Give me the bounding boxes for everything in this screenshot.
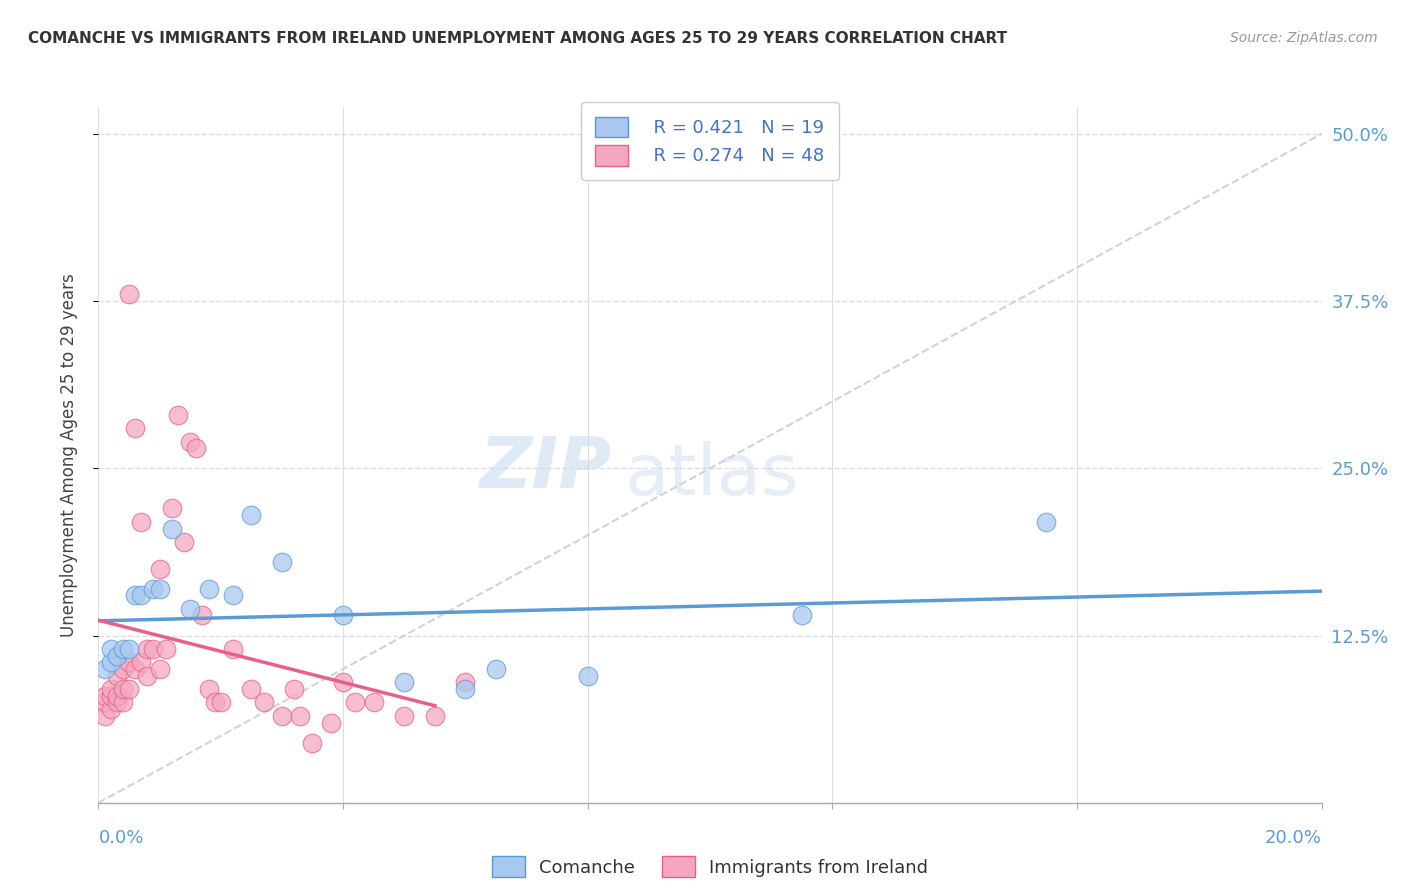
Y-axis label: Unemployment Among Ages 25 to 29 years: Unemployment Among Ages 25 to 29 years [59,273,77,637]
Point [118,655,141,669]
Point [111,681,134,696]
Point [270,708,292,723]
Point [124,662,146,676]
Point [160,521,183,535]
Point [124,589,146,603]
Point [118,642,141,657]
Point [118,681,141,696]
Point [576,669,599,683]
Point [270,555,292,569]
Point [290,708,312,723]
Point [252,696,274,710]
Point [186,442,208,456]
Point [105,648,128,663]
Point [111,642,134,657]
Point [454,681,477,696]
Point [344,696,367,710]
Point [136,669,159,683]
Point [392,675,416,690]
Point [319,715,342,730]
Point [301,735,323,749]
Point [283,681,305,696]
Point [142,582,165,596]
Point [100,642,122,657]
Point [1035,515,1057,529]
Point [105,696,128,710]
Point [118,287,141,301]
Point [111,696,134,710]
Point [149,662,172,676]
Point [179,434,201,449]
Point [149,562,172,576]
Point [100,655,122,669]
Point [240,681,263,696]
Point [93,662,115,676]
Point [332,675,354,690]
Point [129,589,152,603]
Point [363,696,385,710]
Point [392,708,416,723]
Legend: Comanche, Immigrants from Ireland: Comanche, Immigrants from Ireland [485,849,935,884]
Point [105,689,128,703]
Point [142,642,165,657]
Point [136,642,159,657]
Point [100,681,122,696]
Point [191,608,214,623]
Point [179,602,201,616]
Point [105,669,128,683]
Text: COMANCHE VS IMMIGRANTS FROM IRELAND UNEMPLOYMENT AMONG AGES 25 TO 29 YEARS CORRE: COMANCHE VS IMMIGRANTS FROM IRELAND UNEM… [28,31,1007,46]
Point [93,689,115,703]
Text: 20.0%: 20.0% [1265,830,1322,847]
Point [100,702,122,716]
Point [111,662,134,676]
Point [93,696,115,710]
Point [222,589,245,603]
Point [149,582,172,596]
Point [129,515,152,529]
Point [204,696,226,710]
Point [423,708,446,723]
Point [173,535,195,549]
Point [197,582,219,596]
Text: Source: ZipAtlas.com: Source: ZipAtlas.com [1230,31,1378,45]
Point [124,421,146,435]
Point [240,508,263,523]
Point [197,681,219,696]
Text: 0.0%: 0.0% [98,830,143,847]
Point [160,501,183,516]
Point [454,675,477,690]
Point [209,696,232,710]
Point [167,408,190,422]
Point [485,662,508,676]
Point [155,642,177,657]
Point [790,608,813,623]
Point [129,655,152,669]
Point [332,608,354,623]
Point [222,642,245,657]
Point [100,689,122,703]
Text: ZIP: ZIP [479,434,612,503]
Text: atlas: atlas [624,442,799,510]
Point [93,708,115,723]
